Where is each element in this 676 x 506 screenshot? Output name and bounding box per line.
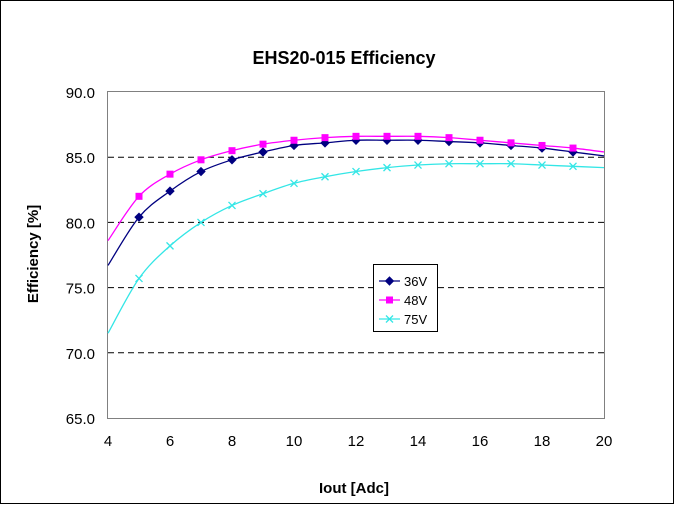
data-point-75V: [259, 189, 267, 198]
x-tick-label: 14: [410, 433, 427, 450]
data-point-48V: [135, 192, 143, 200]
x-tick-label: 16: [472, 433, 489, 450]
legend-marker-36V: [384, 276, 395, 286]
data-point-36V: [227, 155, 237, 165]
x-tick-label: 18: [534, 433, 551, 450]
data-point-75V: [228, 201, 236, 210]
plot-area: [107, 91, 605, 419]
legend-label-36V: 36V: [404, 274, 427, 289]
data-point-48V: [197, 156, 205, 164]
data-point-75V: [166, 241, 174, 250]
series-markers: [134, 132, 578, 283]
legend-label-75V: 75V: [404, 312, 427, 327]
y-tick-label: 90.0: [66, 85, 95, 102]
legend-marker-75V: [385, 315, 394, 323]
data-point-48V: [352, 132, 360, 140]
data-point-48V: [228, 147, 236, 155]
data-point-48V: [414, 132, 422, 140]
data-point-48V: [259, 140, 267, 148]
data-point-48V: [507, 139, 515, 147]
x-tick-label: 20: [596, 433, 613, 450]
legend: 36V 48V 75V: [373, 264, 438, 332]
data-point-48V: [445, 134, 453, 142]
data-point-75V: [538, 161, 546, 169]
data-point-48V: [290, 136, 298, 144]
y-tick-label: 70.0: [66, 346, 95, 363]
data-point-75V: [135, 274, 143, 283]
x-tick-label: 6: [166, 433, 174, 450]
data-point-48V: [569, 144, 577, 152]
data-point-75V: [383, 163, 391, 172]
data-point-75V: [414, 161, 422, 169]
data-point-75V: [352, 167, 360, 176]
x-axis-title: Iout [Adc]: [319, 480, 389, 497]
data-point-36V: [258, 147, 268, 157]
data-point-75V: [569, 162, 577, 171]
y-tick-label: 85.0: [66, 150, 95, 167]
chart-title: EHS20-015 Efficiency: [252, 48, 435, 68]
data-point-75V: [445, 159, 453, 168]
x-axis-ticks: 4 6 8 10 12 14 16 18 20: [104, 433, 613, 450]
data-point-36V: [165, 186, 175, 196]
x-tick-label: 12: [348, 433, 365, 450]
data-point-36V: [196, 166, 206, 177]
data-point-48V: [538, 141, 546, 149]
data-point-48V: [321, 134, 329, 142]
data-point-48V: [476, 136, 484, 144]
y-axis-title: Efficiency [%]: [25, 205, 42, 303]
data-point-36V: [134, 212, 144, 222]
data-point-75V: [476, 159, 484, 168]
data-point-48V: [166, 170, 174, 178]
legend-label-48V: 48V: [404, 293, 427, 308]
y-tick-label: 65.0: [66, 411, 95, 428]
y-tick-label: 80.0: [66, 215, 95, 232]
data-point-75V: [290, 179, 298, 188]
x-tick-label: 4: [104, 433, 112, 450]
data-point-75V: [507, 159, 515, 168]
data-point-75V: [321, 172, 329, 181]
y-tick-label: 75.0: [66, 281, 95, 298]
data-point-48V: [383, 132, 391, 140]
gridlines: [108, 156, 604, 354]
data-point-75V: [197, 218, 205, 227]
legend-marker-48V: [386, 296, 393, 304]
x-tick-label: 8: [228, 433, 236, 450]
x-tick-label: 10: [286, 433, 303, 450]
legend-box: [373, 264, 438, 332]
y-axis-ticks: 65.0 70.0 75.0 80.0 85.0 90.0: [66, 85, 95, 428]
